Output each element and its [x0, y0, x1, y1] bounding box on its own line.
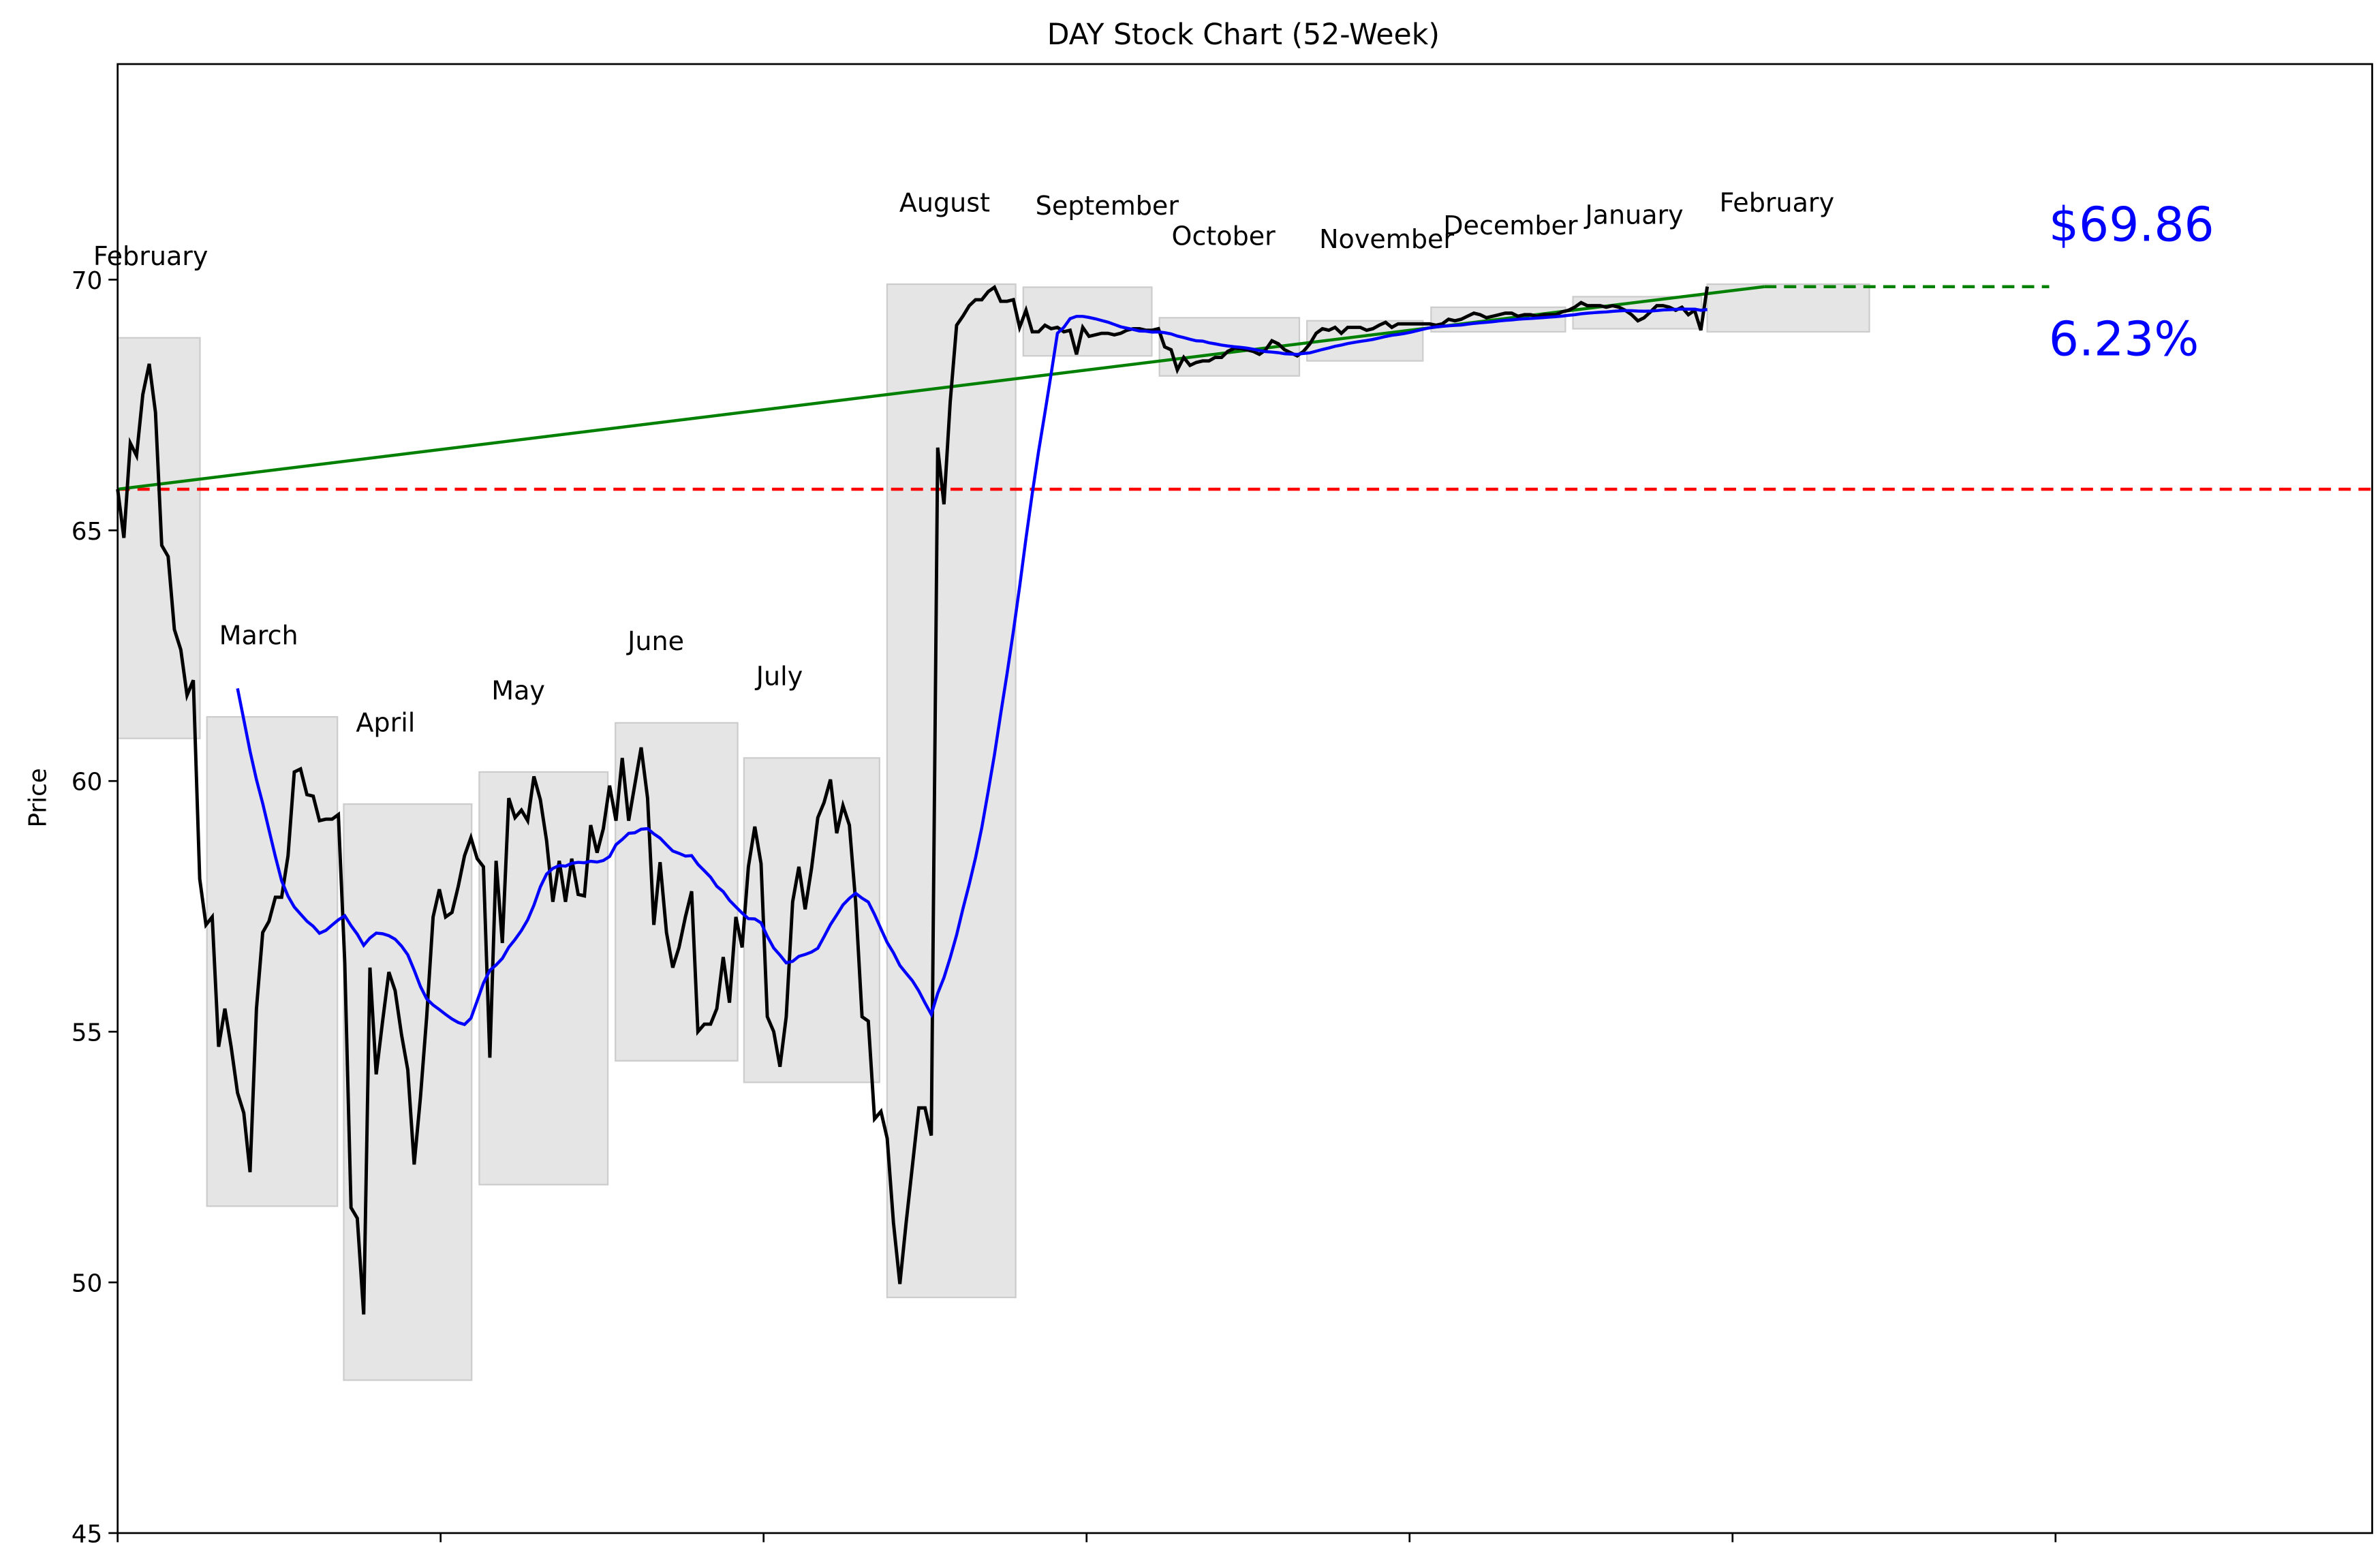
y-tick-label: 50	[72, 1269, 103, 1297]
month-box-4	[615, 722, 739, 1062]
month-boxes	[117, 283, 1870, 1381]
series-lines	[116, 284, 2373, 1315]
moving-average-line	[236, 307, 1707, 1027]
y-tick-label: 65	[72, 518, 103, 546]
month-labels: February March April May June July August Septe…	[93, 187, 1834, 737]
month-label-2: April	[356, 707, 415, 737]
month-label-10: December	[1443, 211, 1578, 241]
month-box-7	[1022, 286, 1153, 357]
month-label-0: February	[93, 241, 208, 271]
month-label-9: November	[1319, 224, 1454, 254]
month-label-8: October	[1172, 221, 1276, 251]
y-tick-label: 55	[72, 1019, 103, 1047]
price-line	[116, 284, 1710, 1315]
month-label-5: July	[755, 662, 803, 692]
price-annotation: $69.86	[2049, 198, 2214, 253]
y-tick-label: 70	[72, 267, 103, 295]
month-box-0	[117, 337, 201, 739]
month-label-11: January	[1583, 200, 1683, 230]
month-box-12	[1706, 283, 1870, 333]
month-label-7: September	[1036, 191, 1179, 221]
x-axis	[117, 1532, 2057, 1543]
month-label-12: February	[1720, 187, 1835, 217]
month-label-6: August	[899, 187, 990, 217]
y-tick-label: 60	[72, 769, 103, 797]
change-annotation: 6.23%	[2049, 313, 2199, 367]
chart-title: DAY Stock Chart (52-Week)	[1047, 18, 1440, 52]
month-box-3	[478, 771, 609, 1186]
plot-frame	[117, 63, 2373, 1534]
y-tick-label: 45	[72, 1520, 103, 1548]
y-axis: 45 50 55 60 65 70	[72, 267, 118, 1548]
month-label-1: March	[219, 620, 298, 650]
month-box-1	[206, 715, 339, 1207]
trend-line	[117, 285, 1765, 491]
y-axis-label: Price	[24, 768, 52, 827]
month-box-6	[886, 283, 1017, 1299]
month-label-4: June	[626, 626, 684, 656]
month-label-3: May	[491, 675, 545, 705]
